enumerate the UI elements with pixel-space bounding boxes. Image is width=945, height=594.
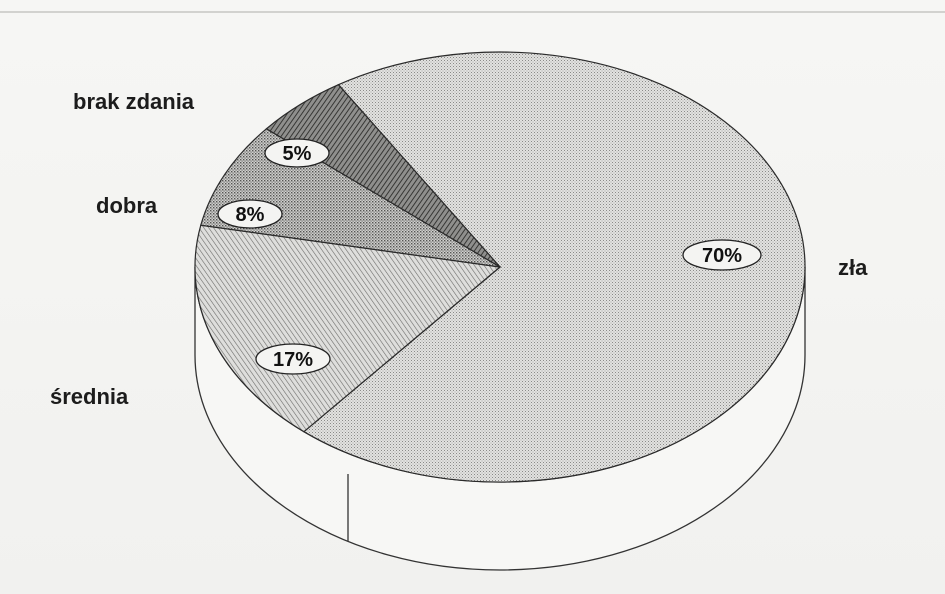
value-text: 17%: [273, 349, 313, 371]
category-label-brak-zdania: brak zdania: [73, 89, 195, 114]
value-label-brak-zdania: 5%: [264, 138, 330, 168]
category-label-srednia: średnia: [50, 384, 129, 409]
value-label-zla: 70%: [682, 239, 762, 271]
value-pill: [264, 138, 330, 168]
top-rule: [0, 11, 945, 13]
pie-slice-zla: [302, 51, 806, 483]
category-label-dobra: dobra: [96, 193, 158, 218]
value-text: 8%: [236, 204, 265, 226]
pie-slice-brak-zdania: [265, 83, 501, 268]
pie-slice-srednia: [194, 224, 502, 433]
value-text: 5%: [283, 143, 312, 165]
category-label-zla: zła: [838, 255, 868, 280]
value-text: 70%: [702, 245, 742, 267]
value-label-srednia: 17%: [255, 343, 331, 375]
value-pill: [682, 239, 762, 271]
value-label-dobra: 8%: [217, 199, 283, 229]
value-pill: [255, 343, 331, 375]
value-pill: [217, 199, 283, 229]
